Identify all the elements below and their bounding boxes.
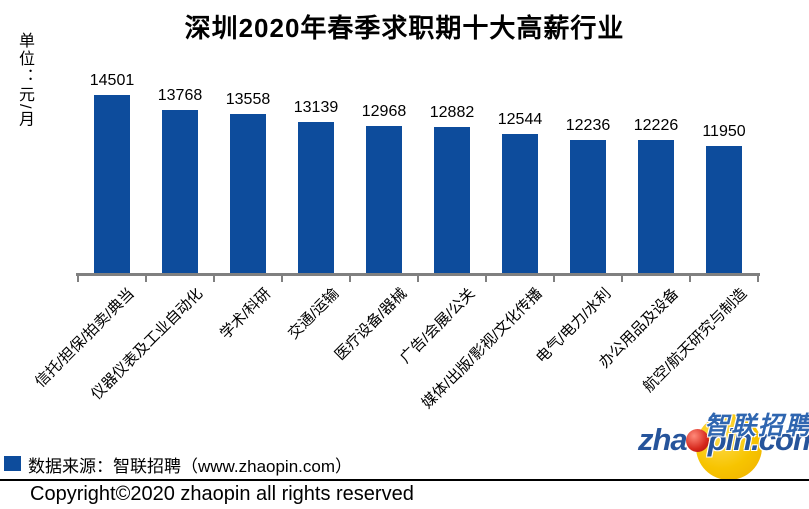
- bar-0: [94, 95, 130, 273]
- logo-wordmark: zha pin.com: [638, 422, 809, 458]
- footer-separator: [0, 479, 809, 481]
- logo-red-dot-icon: [685, 429, 709, 452]
- chart-title: 深圳2020年春季求职期十大高薪行业: [184, 13, 625, 43]
- legend-source-text: 数据来源：智联招聘（www.zhaopin.com）: [28, 457, 353, 476]
- value-label-2: 13558: [225, 91, 271, 108]
- x-axis-tick-1: [145, 273, 147, 282]
- bar-7: [570, 140, 606, 273]
- x-axis-tick-4: [349, 273, 351, 282]
- x-axis-tick-6: [485, 273, 487, 282]
- legend-marker-icon: [4, 456, 21, 471]
- category-label-3: 交通/运输: [284, 285, 343, 343]
- logo-wordmark-pre: zha: [638, 422, 688, 457]
- logo-brand-chinese: 智联招聘: [704, 412, 809, 440]
- bar-1: [162, 110, 198, 273]
- bar-2: [230, 114, 266, 273]
- y-axis-unit-label: 单位：元/月: [16, 32, 33, 129]
- value-label-9: 11950: [702, 123, 746, 140]
- value-label-1: 13768: [157, 87, 203, 104]
- value-label-6: 12544: [497, 111, 543, 128]
- x-axis-tick-0: [77, 273, 79, 282]
- zhaopin-logo: zha pin.com 智联招聘: [638, 404, 809, 480]
- category-label-2: 学术/科研: [216, 285, 275, 343]
- x-axis-tick-10: [757, 273, 759, 282]
- bar-8: [638, 140, 674, 273]
- bar-3: [298, 122, 334, 273]
- x-axis-tick-8: [621, 273, 623, 282]
- x-axis-tick-9: [689, 273, 691, 282]
- bar-5: [434, 127, 470, 273]
- x-axis-tick-7: [553, 273, 555, 282]
- value-label-8: 12226: [633, 117, 679, 134]
- copyright-text: Copyright©2020 zhaopin all rights reserv…: [30, 483, 414, 505]
- x-axis-tick-3: [281, 273, 283, 282]
- bar-4: [366, 126, 402, 273]
- value-label-3: 13139: [293, 99, 339, 116]
- value-label-5: 12882: [429, 104, 475, 121]
- x-axis-tick-2: [213, 273, 215, 282]
- value-label-0: 14501: [89, 72, 135, 89]
- bar-9: [706, 146, 742, 273]
- x-axis-tick-5: [417, 273, 419, 282]
- category-label-6: 媒体/出版/影视/文化传播: [419, 285, 547, 413]
- logo-wordmark-post: pin.com: [707, 422, 809, 457]
- value-label-7: 12236: [565, 117, 611, 134]
- bar-6: [502, 134, 538, 273]
- value-label-4: 12968: [361, 103, 407, 120]
- logo-yellow-circle-icon: [696, 414, 762, 480]
